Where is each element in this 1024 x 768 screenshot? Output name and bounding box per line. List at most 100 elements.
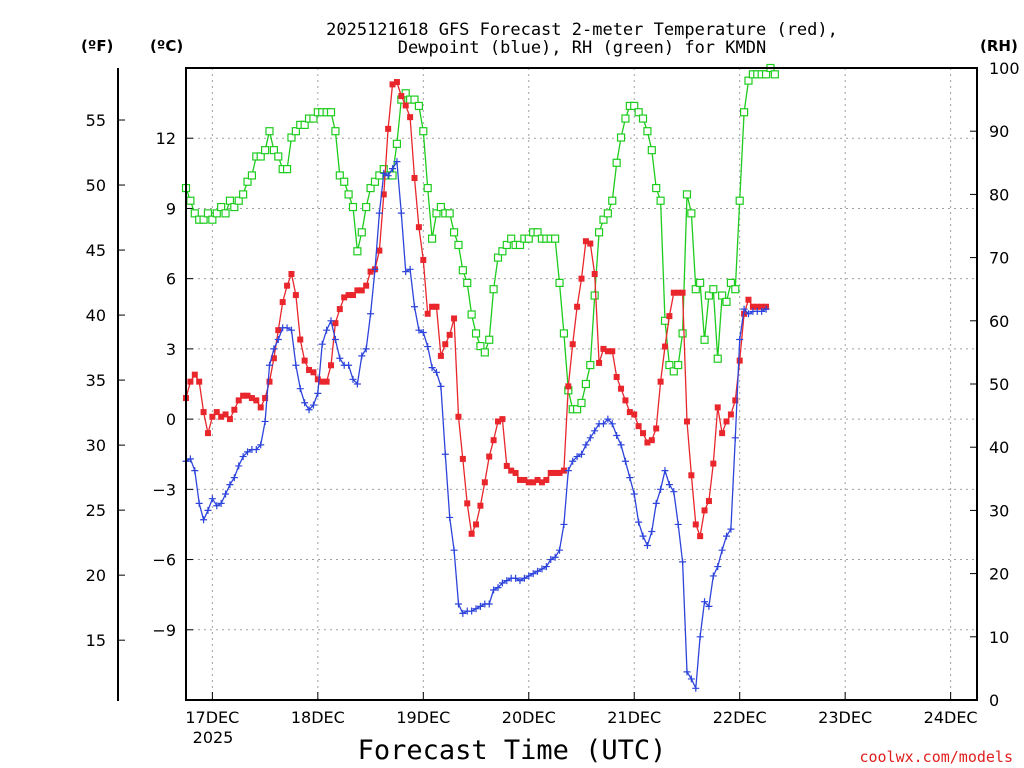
rh-point (186, 196, 195, 205)
rh-point (230, 202, 239, 212)
dewpoint-point (714, 563, 722, 571)
dewpoint-point (446, 513, 454, 521)
temperature-point (749, 303, 756, 310)
dewpoint-point (736, 336, 744, 344)
dewpoint-point (701, 598, 709, 606)
dewpoint-point (520, 574, 528, 582)
temperature-point (613, 373, 620, 380)
dewpoint-point (195, 499, 203, 507)
dewpoint-point (318, 340, 326, 348)
rh-point (370, 177, 380, 186)
temperature-point (723, 418, 730, 425)
rh-tick-label: 30 (989, 501, 1009, 520)
dewpoint-point (740, 305, 748, 313)
dewpoint-point (406, 265, 414, 273)
dewpoint-point (604, 415, 612, 423)
rh-point (718, 291, 727, 300)
dewpoint-point (283, 324, 291, 332)
dewpoint-point (353, 380, 361, 388)
rh-point (524, 234, 533, 243)
rh-point (691, 285, 700, 294)
temperature-point (415, 224, 422, 231)
temperature-point (578, 275, 585, 282)
rh-point (744, 76, 753, 85)
rh-point (410, 95, 419, 104)
dewpoint-point (626, 474, 634, 482)
dewpoint-point (437, 382, 445, 390)
temperature-point (411, 175, 418, 182)
rh-point (599, 215, 608, 224)
rh-point (432, 209, 441, 218)
rh-point (203, 209, 213, 218)
temperature-point (543, 476, 550, 483)
temperature-point (218, 413, 225, 420)
rh-point (217, 202, 226, 212)
temperature-point (319, 378, 326, 385)
dewpoint-series (182, 158, 770, 692)
dewpoint-point (213, 502, 221, 510)
temperature-point (209, 413, 216, 420)
rh-point (643, 127, 652, 136)
temperature-point (640, 430, 647, 437)
rh-point (507, 234, 516, 243)
rh-point (282, 165, 292, 174)
temperature-point (714, 404, 721, 411)
rh-tick-label: 80 (989, 185, 1009, 204)
rh-point (573, 405, 582, 414)
rh-tick-label: 20 (989, 565, 1009, 584)
dewpoint-point (296, 385, 304, 393)
temperature-point (525, 479, 532, 486)
temperature-point (534, 476, 541, 483)
temperature-point (622, 397, 629, 404)
dewpoint-point (252, 446, 260, 454)
rh-tick-label: 70 (989, 249, 1009, 268)
dewpoint-point (652, 499, 660, 507)
temperature-point (451, 315, 458, 322)
rh-point (603, 209, 612, 218)
temperature-point (363, 282, 370, 289)
rh-point (656, 196, 665, 205)
temperature-point (393, 79, 400, 86)
temperature-point (328, 362, 335, 369)
rh-point (722, 297, 731, 306)
temperature-point (670, 289, 677, 296)
rh-point (713, 354, 722, 363)
rh-point (348, 202, 358, 212)
dewpoint-point (494, 584, 502, 592)
dewpoint-point (411, 303, 419, 311)
temperature-point (429, 303, 436, 310)
rh-point (696, 278, 705, 287)
rh-point (551, 234, 560, 243)
rh-tick-label: 50 (989, 375, 1009, 394)
rh-point (669, 367, 678, 376)
dewpoint-point (556, 546, 564, 554)
rh-point (674, 360, 683, 370)
temperature-point (266, 378, 273, 385)
rh-point (608, 196, 617, 205)
temperature-point (341, 294, 348, 301)
temperature-point (336, 306, 343, 313)
time-tick-label: 17DEC (185, 708, 239, 727)
dewpoint-point (371, 265, 379, 273)
dewpoint-point (191, 467, 199, 475)
rh-point (735, 196, 744, 205)
rh-point (454, 240, 463, 250)
rh-point (331, 127, 340, 136)
dewpoint-point (428, 364, 436, 372)
dewpoint-point (617, 441, 625, 449)
temperature-point (301, 357, 308, 364)
dewpoint-point (441, 450, 449, 458)
temperature-point (389, 81, 396, 88)
temperature-point (683, 418, 690, 425)
rh-point (458, 266, 467, 275)
temperature-point (477, 502, 484, 509)
dewpoint-point (758, 307, 766, 315)
fahrenheit-tick-label: 20 (86, 566, 106, 585)
temperature-point (200, 409, 207, 416)
dewpoint-point (459, 609, 467, 617)
temperature-point (587, 240, 594, 247)
credit-label: coolwx.com/models (859, 748, 1013, 766)
rh-point (239, 190, 248, 199)
rh-point (502, 240, 511, 250)
rh-point (326, 108, 336, 117)
